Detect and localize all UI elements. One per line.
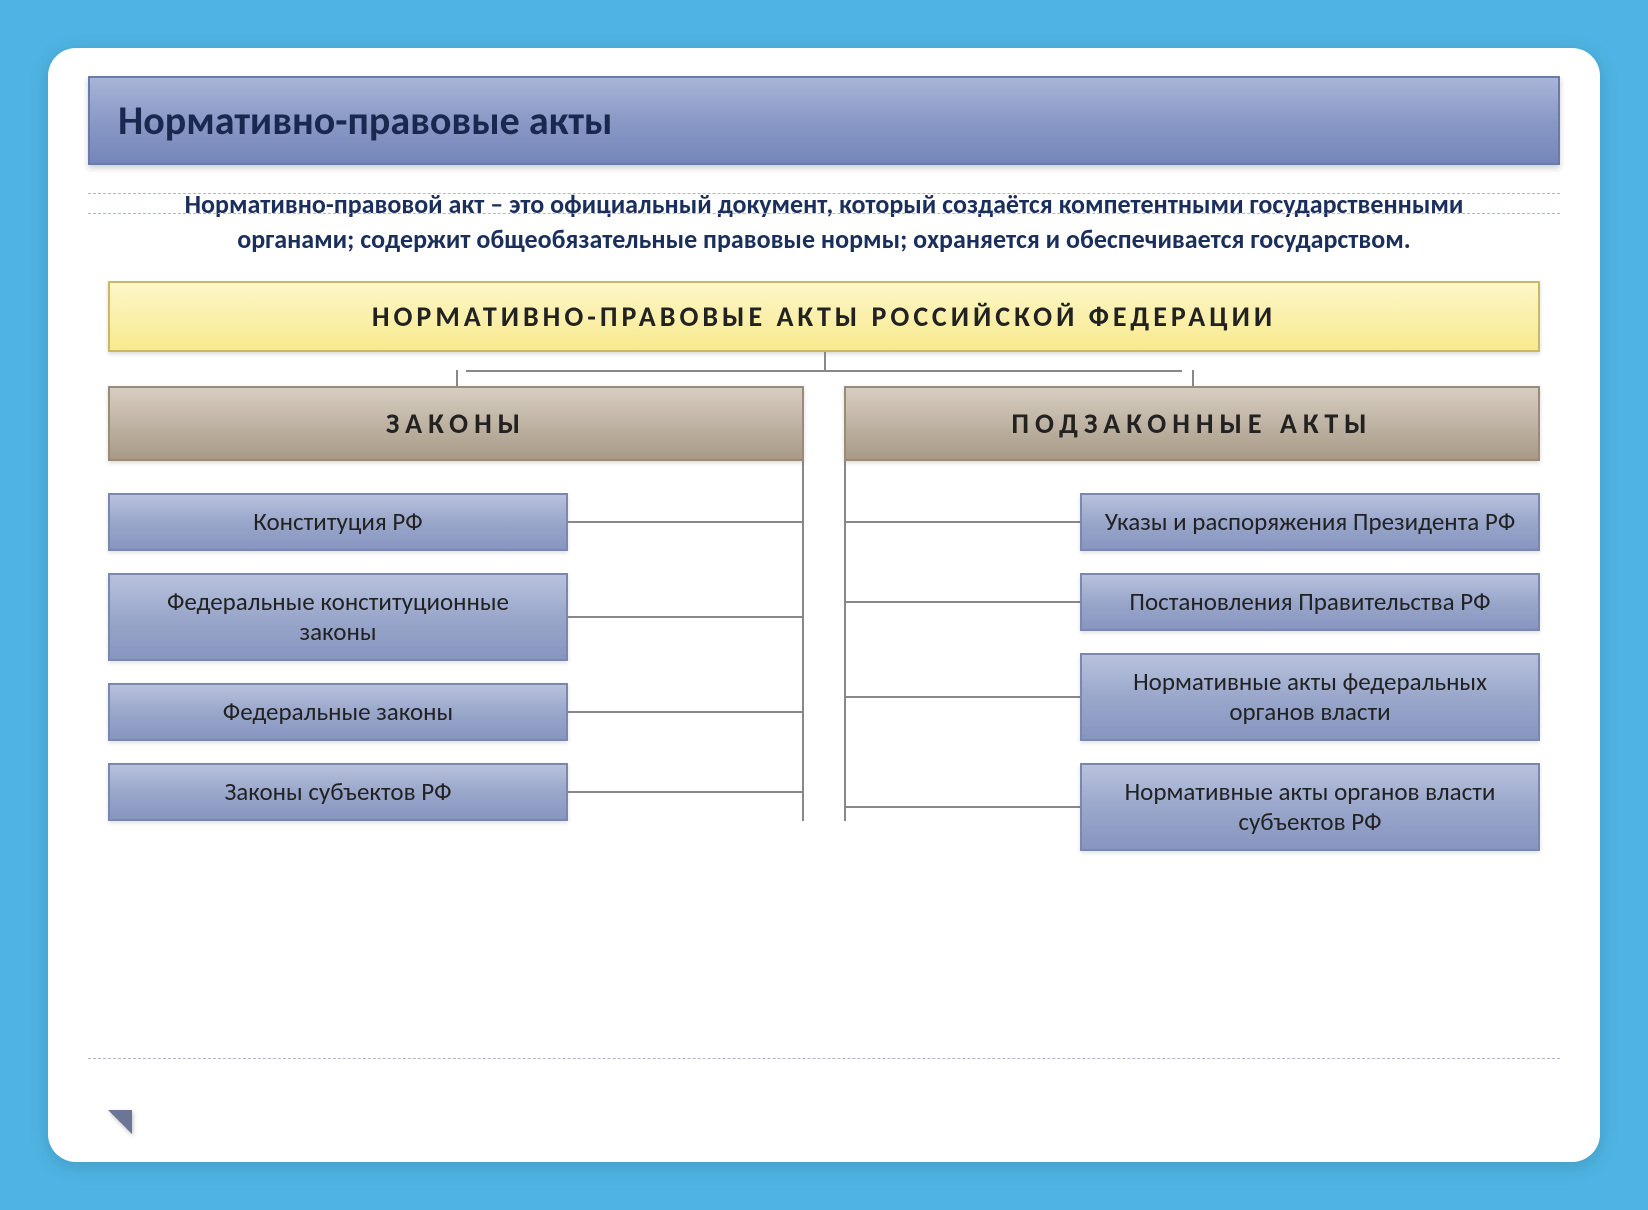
leaf-federal-constitutional: Федеральные конституционные законы xyxy=(108,573,568,661)
branch-laws: ЗАКОНЫ Конституция РФ Федеральные консти… xyxy=(108,386,804,851)
branches-container: ЗАКОНЫ Конституция РФ Федеральные консти… xyxy=(108,352,1540,851)
leaf-row: Федеральные конституционные законы xyxy=(108,573,804,661)
connector xyxy=(844,696,1080,698)
branch-header-sublaws: ПОДЗАКОННЫЕ АКТЫ xyxy=(844,386,1540,461)
leaf-row: Нормативные акты органов власти субъекто… xyxy=(844,763,1540,851)
branch-body-laws: Конституция РФ Федеральные конституционн… xyxy=(108,461,804,821)
connector xyxy=(844,601,1080,603)
leaf-federal-authority-acts: Нормативные акты федеральных органов вла… xyxy=(1080,653,1540,741)
fold-corner-icon xyxy=(108,1110,132,1134)
tree-area: ЗАКОНЫ Конституция РФ Федеральные консти… xyxy=(108,352,1540,851)
leaf-row: Конституция РФ xyxy=(108,493,804,551)
leaf-subject-authority-acts: Нормативные акты органов власти субъекто… xyxy=(1080,763,1540,851)
connector xyxy=(844,806,1080,808)
connector xyxy=(568,791,804,793)
connector xyxy=(844,521,1080,523)
leaf-constitution: Конституция РФ xyxy=(108,493,568,551)
connector xyxy=(568,521,804,523)
dashed-line xyxy=(88,1058,1560,1059)
definition-text: Нормативно-правовой акт – это официальны… xyxy=(88,187,1560,257)
connector xyxy=(568,711,804,713)
leaf-row: Федеральные законы xyxy=(108,683,804,741)
page-title: Нормативно-правовые акты xyxy=(118,96,1530,145)
leaf-row: Нормативные акты федеральных органов вла… xyxy=(844,653,1540,741)
branch-body-sublaws: Указы и распоряжения Президента РФ Поста… xyxy=(844,461,1540,851)
leaf-row: Постановления Правительства РФ xyxy=(844,573,1540,631)
branch-sublaws: ПОДЗАКОННЫЕ АКТЫ Указы и распоряжения Пр… xyxy=(844,386,1540,851)
connector xyxy=(568,616,804,618)
leaf-president-decrees: Указы и распоряжения Президента РФ xyxy=(1080,493,1540,551)
tree-root: НОРМАТИВНО-ПРАВОВЫЕ АКТЫ РОССИЙСКОЙ ФЕДЕ… xyxy=(108,281,1540,352)
leaf-federal-laws: Федеральные законы xyxy=(108,683,568,741)
leaf-row: Законы субъектов РФ xyxy=(108,763,804,821)
slide: Нормативно-правовые акты Нормативно-прав… xyxy=(48,48,1600,1162)
title-bar: Нормативно-правовые акты xyxy=(88,76,1560,165)
branch-header-laws: ЗАКОНЫ xyxy=(108,386,804,461)
leaf-government-resolutions: Постановления Правительства РФ xyxy=(1080,573,1540,631)
leaf-row: Указы и распоряжения Президента РФ xyxy=(844,493,1540,551)
leaf-subject-laws: Законы субъектов РФ xyxy=(108,763,568,821)
